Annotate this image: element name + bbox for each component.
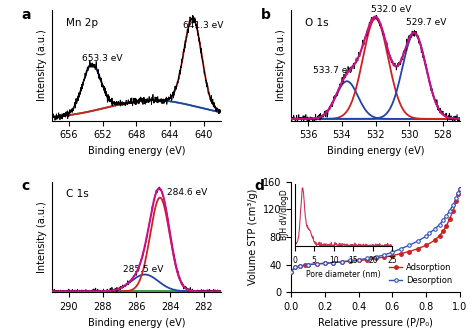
Y-axis label: Volume STP (cm³/g): Volume STP (cm³/g) <box>247 189 257 285</box>
Desorption <box>297 264 302 268</box>
Text: d: d <box>254 179 264 194</box>
Desorption <box>373 255 378 259</box>
Y-axis label: Intensity (a.u.): Intensity (a.u.) <box>36 201 46 273</box>
Desorption <box>444 214 449 218</box>
Adsorption <box>450 209 456 213</box>
Desorption <box>432 227 438 232</box>
X-axis label: Binding energy (eV): Binding energy (eV) <box>88 318 185 328</box>
Desorption <box>339 260 345 264</box>
Desorption <box>289 269 294 274</box>
Text: O 1s: O 1s <box>305 18 328 28</box>
Adsorption <box>289 269 294 274</box>
Desorption <box>447 209 453 213</box>
Adsorption <box>365 258 370 262</box>
Adsorption <box>373 256 378 260</box>
Adsorption <box>347 259 353 263</box>
Desorption <box>398 247 404 251</box>
Text: Mn 2p: Mn 2p <box>65 18 98 28</box>
Text: 653.3 eV: 653.3 eV <box>82 54 122 63</box>
Adsorption <box>440 229 446 234</box>
Desorption <box>381 253 387 257</box>
Text: a: a <box>22 8 31 22</box>
Adsorption <box>444 224 449 228</box>
Line: Desorption: Desorption <box>290 187 462 273</box>
Adsorption <box>398 252 404 256</box>
Desorption <box>292 265 298 269</box>
Text: 284.6 eV: 284.6 eV <box>167 188 207 197</box>
Adsorption <box>302 263 308 267</box>
Text: b: b <box>261 8 271 22</box>
Text: c: c <box>22 179 30 194</box>
Desorption <box>365 256 370 260</box>
Desorption <box>305 263 311 267</box>
Desorption <box>322 261 328 265</box>
Text: 641.3 eV: 641.3 eV <box>182 21 223 30</box>
Line: Adsorption: Adsorption <box>290 187 462 273</box>
Adsorption <box>406 250 412 254</box>
Adsorption <box>457 186 463 191</box>
Adsorption <box>330 260 336 264</box>
Y-axis label: Intensity (a.u.): Intensity (a.u.) <box>276 30 286 101</box>
Text: 532.0 eV: 532.0 eV <box>371 5 411 13</box>
Desorption <box>406 243 412 247</box>
Adsorption <box>292 265 298 269</box>
Y-axis label: Intensity (a.u.): Intensity (a.u.) <box>36 30 46 101</box>
Desorption <box>455 192 461 196</box>
Adsorption <box>314 262 319 266</box>
Adsorption <box>381 255 387 259</box>
Desorption <box>314 262 319 266</box>
Desorption <box>423 234 429 238</box>
Desorption <box>440 218 446 222</box>
Text: 285.5 eV: 285.5 eV <box>123 265 163 274</box>
Adsorption <box>454 199 459 203</box>
Adsorption <box>423 243 429 247</box>
Desorption <box>454 196 459 200</box>
Text: C 1s: C 1s <box>65 190 88 199</box>
Text: 533.7 eV: 533.7 eV <box>313 66 354 75</box>
Desorption <box>450 203 456 207</box>
Adsorption <box>390 254 395 258</box>
Desorption <box>427 231 432 235</box>
Adsorption <box>305 263 311 267</box>
X-axis label: Binding energy (eV): Binding energy (eV) <box>88 146 185 156</box>
Desorption <box>437 222 442 226</box>
Legend: Adsorption, Desorption: Adsorption, Desorption <box>386 259 456 288</box>
Desorption <box>390 250 395 254</box>
X-axis label: Relative pressure (P/P₀): Relative pressure (P/P₀) <box>318 318 433 328</box>
Desorption <box>347 258 353 262</box>
Adsorption <box>447 217 453 221</box>
X-axis label: Binding energy (eV): Binding energy (eV) <box>327 146 424 156</box>
Desorption <box>330 260 336 264</box>
Adsorption <box>455 192 461 196</box>
Adsorption <box>437 234 442 238</box>
Adsorption <box>432 239 438 243</box>
Adsorption <box>415 247 420 251</box>
Adsorption <box>356 258 362 262</box>
Desorption <box>457 186 463 191</box>
Desorption <box>415 239 420 243</box>
Desorption <box>356 258 362 262</box>
Adsorption <box>339 260 345 264</box>
Text: 529.7 eV: 529.7 eV <box>406 18 446 28</box>
Adsorption <box>297 264 302 268</box>
Adsorption <box>322 261 328 265</box>
